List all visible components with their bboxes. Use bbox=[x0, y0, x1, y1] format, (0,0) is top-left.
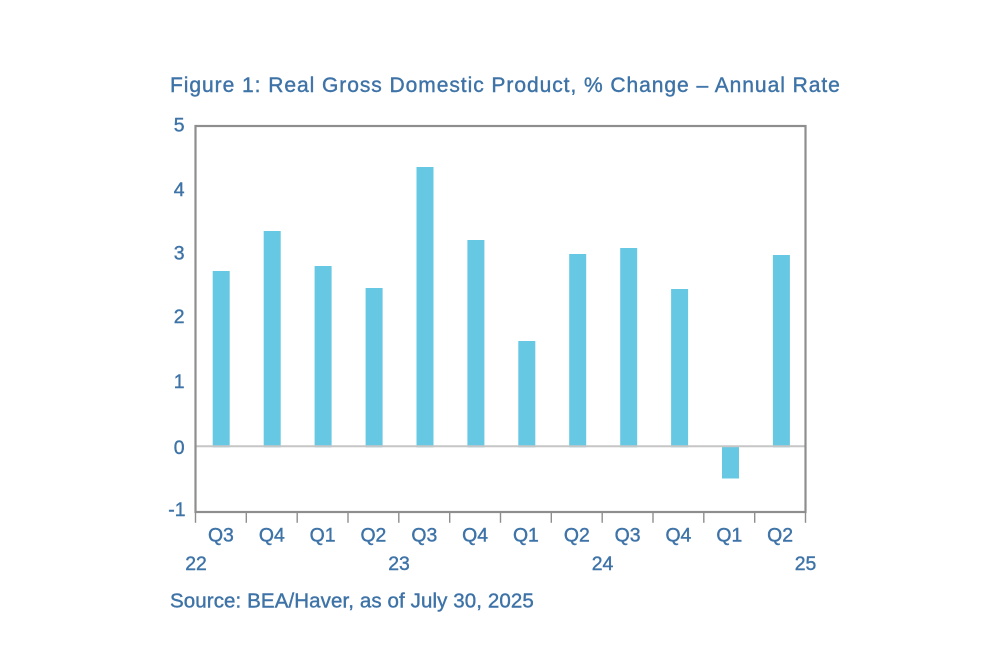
svg-text:Q3: Q3 bbox=[208, 525, 234, 547]
svg-text:-1: -1 bbox=[168, 499, 185, 521]
svg-text:Q3: Q3 bbox=[411, 525, 437, 547]
svg-text:Q4: Q4 bbox=[665, 525, 691, 547]
svg-text:1: 1 bbox=[174, 371, 185, 393]
svg-text:2: 2 bbox=[174, 306, 185, 328]
svg-text:Figure 1: Real Gross Domestic: Figure 1: Real Gross Domestic Product, %… bbox=[170, 74, 841, 97]
svg-text:Q2: Q2 bbox=[767, 525, 793, 547]
svg-text:Q1: Q1 bbox=[310, 525, 336, 547]
svg-text:Source: BEA/Haver, as of July: Source: BEA/Haver, as of July 30, 2025 bbox=[170, 590, 534, 613]
svg-text:0: 0 bbox=[174, 437, 185, 459]
svg-text:24: 24 bbox=[592, 553, 614, 575]
svg-text:Q3: Q3 bbox=[615, 525, 641, 547]
svg-text:4: 4 bbox=[174, 179, 185, 201]
svg-text:Q4: Q4 bbox=[259, 525, 285, 547]
svg-text:23: 23 bbox=[388, 553, 410, 575]
svg-text:Q2: Q2 bbox=[564, 525, 590, 547]
svg-text:22: 22 bbox=[185, 553, 207, 575]
svg-text:25: 25 bbox=[795, 553, 817, 575]
svg-text:Q1: Q1 bbox=[716, 525, 742, 547]
svg-text:5: 5 bbox=[174, 114, 185, 136]
svg-text:3: 3 bbox=[174, 243, 185, 265]
svg-text:Q1: Q1 bbox=[513, 525, 539, 547]
svg-text:Q2: Q2 bbox=[360, 525, 386, 547]
svg-text:Q4: Q4 bbox=[462, 525, 488, 547]
